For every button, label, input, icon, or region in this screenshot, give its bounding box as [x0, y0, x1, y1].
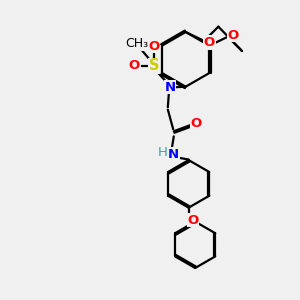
Text: O: O [227, 29, 239, 42]
Text: O: O [188, 214, 199, 226]
Text: H: H [158, 146, 167, 160]
Text: O: O [190, 117, 202, 130]
Text: O: O [148, 40, 160, 53]
Text: CH₃: CH₃ [125, 37, 148, 50]
Text: N: N [168, 148, 179, 161]
Text: N: N [165, 81, 176, 94]
Text: S: S [148, 58, 159, 74]
Text: O: O [129, 59, 140, 72]
Text: O: O [204, 36, 215, 49]
